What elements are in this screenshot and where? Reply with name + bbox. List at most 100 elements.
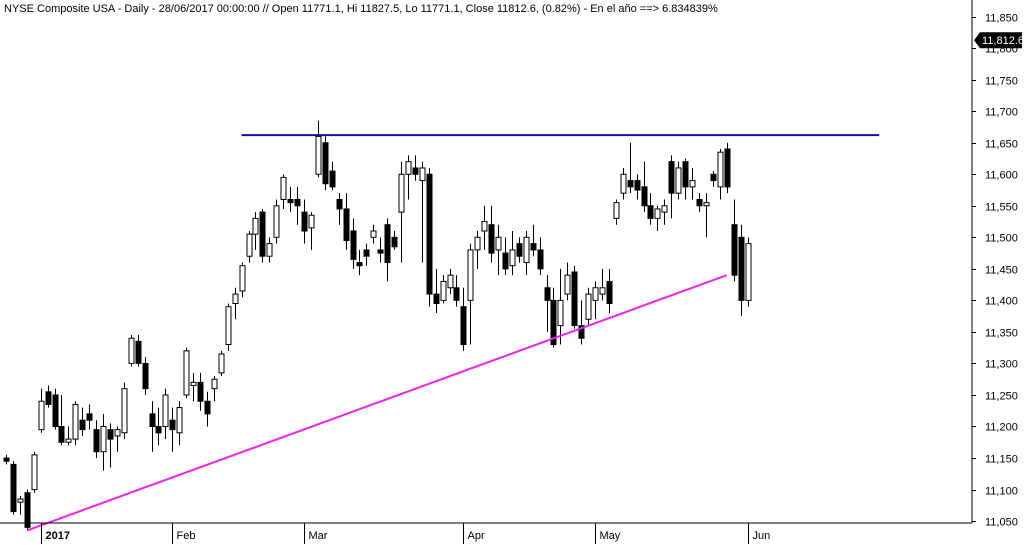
candle: [641, 161, 648, 213]
candle: [384, 218, 391, 282]
candle: [336, 193, 343, 225]
candle: [204, 391, 211, 427]
candle-body: [65, 438, 72, 443]
candle: [647, 193, 654, 225]
candle-body: [564, 274, 571, 295]
candle-body: [162, 394, 169, 427]
candle: [370, 224, 377, 244]
candle: [322, 136, 329, 191]
candle-body: [620, 173, 627, 194]
y-tick-label: 11,500: [985, 233, 1018, 245]
y-tick-label: 11,450: [985, 265, 1018, 277]
candle: [107, 423, 114, 468]
candle-body: [3, 457, 10, 462]
candle: [426, 167, 433, 307]
candle-body: [703, 202, 710, 207]
candle: [592, 281, 599, 320]
candle: [135, 335, 142, 367]
candle: [668, 155, 675, 219]
candle: [606, 268, 613, 313]
candle-body: [225, 306, 232, 346]
candle: [315, 120, 322, 178]
candle: [45, 385, 52, 408]
x-tick-label: Mar: [309, 530, 328, 542]
candle: [571, 265, 578, 329]
candle-body: [169, 419, 176, 431]
candle-body: [294, 198, 301, 207]
candle-body: [592, 287, 599, 301]
candle: [155, 407, 162, 446]
candle-body: [634, 180, 641, 191]
candle-body: [93, 429, 100, 453]
candle: [259, 208, 266, 263]
candle-body: [308, 214, 315, 229]
candle: [467, 243, 474, 345]
x-tick-label: 2017: [46, 530, 70, 542]
candle: [398, 161, 405, 263]
candle: [724, 142, 731, 194]
candle-body: [516, 243, 523, 257]
candle: [523, 231, 530, 276]
candle-body: [696, 198, 703, 207]
y-tick-label: 11,350: [985, 328, 1018, 340]
candle: [329, 161, 336, 191]
candle: [183, 347, 190, 399]
candle-body: [155, 425, 162, 434]
candle: [481, 205, 488, 250]
candle: [557, 268, 564, 345]
y-tick-label: 11,550: [985, 202, 1018, 214]
candle: [86, 404, 93, 430]
candle-body: [100, 425, 107, 453]
candle-body: [135, 340, 142, 364]
candle: [58, 394, 65, 446]
candle-body: [176, 407, 183, 434]
candle: [356, 249, 363, 276]
y-tick-label: 11,700: [985, 107, 1018, 119]
candle-body: [31, 454, 38, 491]
candle-body: [467, 249, 474, 301]
candle: [24, 489, 31, 531]
candle: [308, 212, 315, 250]
candle-body: [488, 224, 495, 254]
candle: [350, 218, 357, 269]
candle-body: [218, 353, 225, 374]
trend-lines: [26, 134, 880, 532]
candle-body: [599, 287, 606, 295]
y-tick-label: 11,250: [985, 391, 1018, 403]
candle-body: [252, 217, 259, 235]
candle: [121, 382, 128, 440]
candle-body: [544, 287, 551, 301]
x-tick-label: Apr: [468, 530, 485, 542]
candle: [627, 142, 634, 194]
y-tick-label: 11,050: [985, 517, 1018, 529]
candle-body: [24, 492, 31, 528]
candle: [225, 303, 232, 351]
candle-body: [107, 429, 114, 440]
candles: [3, 120, 752, 531]
candle: [544, 275, 551, 332]
candle: [440, 275, 447, 304]
candle: [17, 495, 24, 515]
candle-body: [613, 202, 620, 219]
candle: [246, 231, 253, 263]
candle: [239, 262, 246, 298]
y-tick-label: 11,300: [985, 359, 1018, 371]
candle: [128, 335, 135, 367]
candle-body: [384, 224, 391, 264]
candle: [72, 401, 79, 446]
candle: [710, 171, 717, 187]
candle-body: [128, 337, 135, 364]
candle-body: [356, 262, 363, 267]
candle: [169, 407, 176, 452]
candle: [703, 193, 710, 238]
candle: [149, 401, 156, 452]
candle-body: [363, 249, 370, 257]
candle: [738, 224, 745, 317]
candle-body: [190, 381, 197, 387]
candle: [405, 155, 412, 200]
candle: [31, 451, 38, 493]
candle: [232, 287, 239, 320]
last-value-label: 11,812.6: [982, 35, 1024, 47]
candle-body: [738, 236, 745, 301]
candle-body: [578, 325, 585, 339]
